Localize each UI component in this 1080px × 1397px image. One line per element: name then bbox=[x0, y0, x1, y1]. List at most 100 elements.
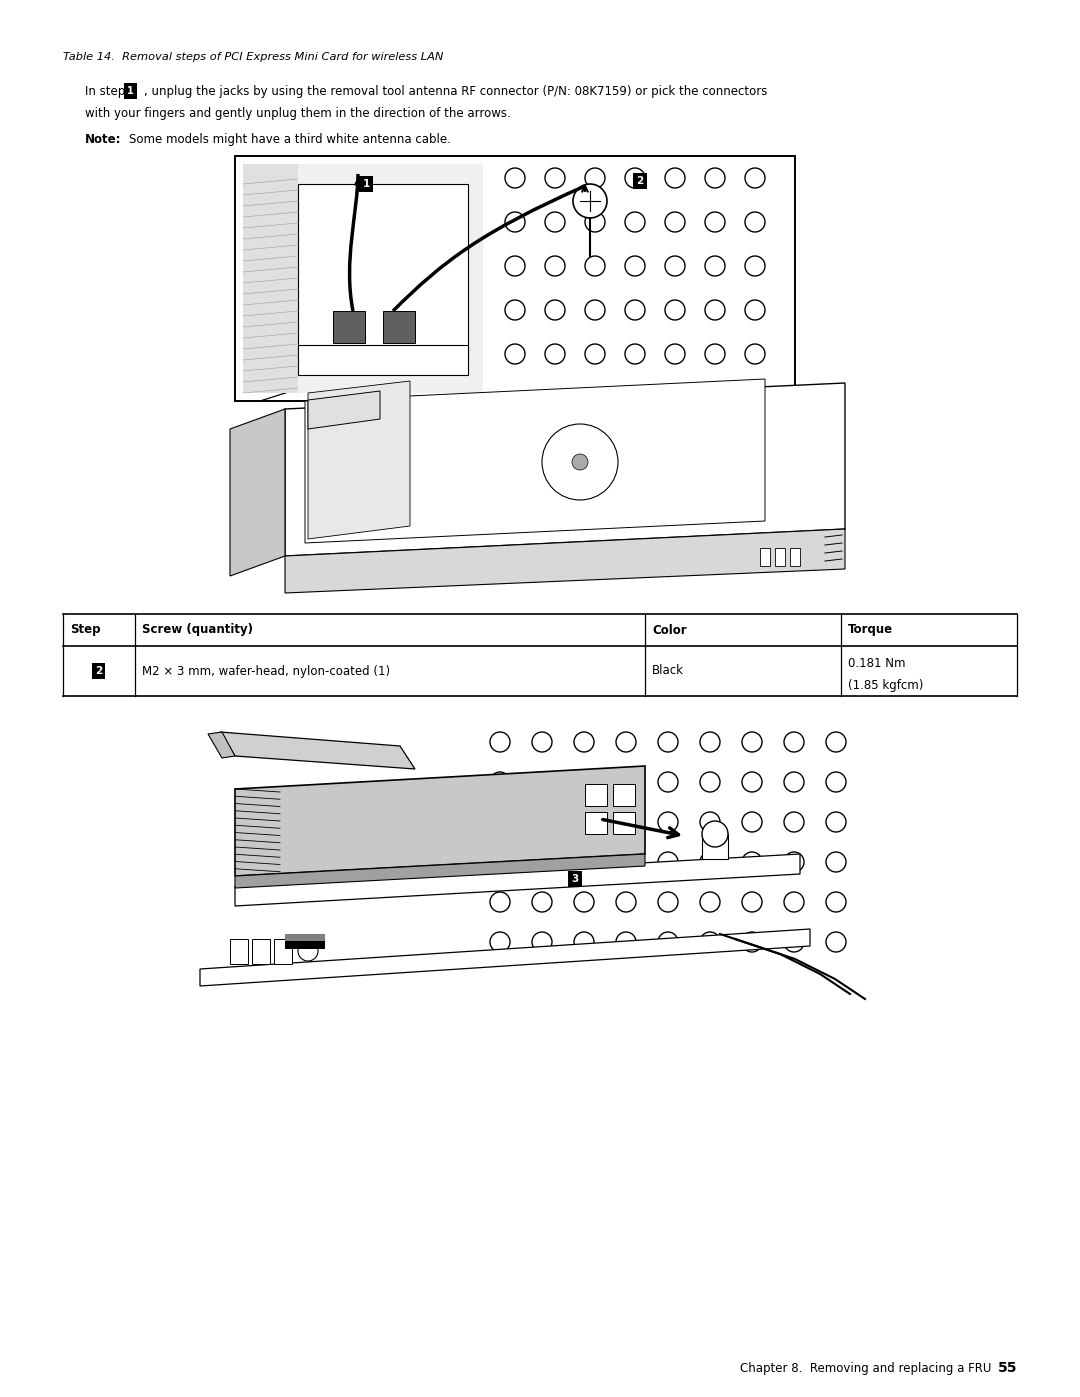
Circle shape bbox=[665, 168, 685, 189]
Polygon shape bbox=[220, 732, 415, 768]
FancyBboxPatch shape bbox=[235, 156, 795, 401]
Circle shape bbox=[742, 773, 762, 792]
Circle shape bbox=[826, 932, 846, 951]
Circle shape bbox=[616, 732, 636, 752]
Polygon shape bbox=[235, 854, 645, 888]
Text: M2 × 3 mm, wafer-head, nylon-coated (1): M2 × 3 mm, wafer-head, nylon-coated (1) bbox=[141, 665, 390, 678]
Circle shape bbox=[742, 932, 762, 951]
Bar bbox=[274, 939, 292, 964]
Circle shape bbox=[745, 212, 765, 232]
Circle shape bbox=[705, 256, 725, 277]
Circle shape bbox=[700, 773, 720, 792]
Circle shape bbox=[700, 932, 720, 951]
Circle shape bbox=[545, 212, 565, 232]
Polygon shape bbox=[308, 381, 410, 539]
Circle shape bbox=[658, 732, 678, 752]
Text: 55: 55 bbox=[998, 1361, 1017, 1375]
Circle shape bbox=[625, 300, 645, 320]
Text: 0.181 Nm: 0.181 Nm bbox=[848, 657, 905, 671]
Circle shape bbox=[784, 773, 804, 792]
Circle shape bbox=[826, 732, 846, 752]
Circle shape bbox=[658, 812, 678, 833]
Circle shape bbox=[490, 852, 510, 872]
Text: Black: Black bbox=[652, 665, 684, 678]
Circle shape bbox=[490, 773, 510, 792]
Text: Color: Color bbox=[652, 623, 687, 637]
Circle shape bbox=[545, 344, 565, 365]
Polygon shape bbox=[702, 834, 728, 859]
Circle shape bbox=[745, 344, 765, 365]
Circle shape bbox=[585, 256, 605, 277]
Circle shape bbox=[700, 893, 720, 912]
Text: 1: 1 bbox=[363, 179, 369, 189]
Text: with your fingers and gently unplug them in the direction of the arrows.: with your fingers and gently unplug them… bbox=[85, 106, 511, 120]
Bar bbox=[243, 163, 483, 393]
Bar bbox=[243, 163, 298, 393]
Circle shape bbox=[573, 893, 594, 912]
Bar bbox=[585, 784, 607, 806]
Text: , unplug the jacks by using the removal tool antenna RF connector (P/N: 08K7159): , unplug the jacks by using the removal … bbox=[144, 85, 768, 98]
Text: Torque: Torque bbox=[848, 623, 893, 637]
Polygon shape bbox=[305, 379, 765, 543]
Bar bbox=[285, 935, 325, 942]
Circle shape bbox=[658, 893, 678, 912]
Bar bbox=[252, 939, 270, 964]
Circle shape bbox=[572, 454, 588, 469]
Circle shape bbox=[532, 773, 552, 792]
Circle shape bbox=[298, 942, 318, 961]
Circle shape bbox=[665, 212, 685, 232]
Circle shape bbox=[616, 812, 636, 833]
Circle shape bbox=[573, 932, 594, 951]
Circle shape bbox=[490, 932, 510, 951]
Circle shape bbox=[742, 812, 762, 833]
Circle shape bbox=[585, 168, 605, 189]
Text: Chapter 8.  Removing and replacing a FRU: Chapter 8. Removing and replacing a FRU bbox=[740, 1362, 991, 1375]
Polygon shape bbox=[200, 929, 810, 986]
Circle shape bbox=[658, 932, 678, 951]
Circle shape bbox=[490, 732, 510, 752]
Text: 3: 3 bbox=[571, 875, 579, 884]
Circle shape bbox=[826, 773, 846, 792]
Circle shape bbox=[545, 168, 565, 189]
Circle shape bbox=[742, 852, 762, 872]
Bar bbox=[298, 184, 468, 358]
Circle shape bbox=[532, 932, 552, 951]
Circle shape bbox=[826, 812, 846, 833]
Text: Some models might have a third white antenna cable.: Some models might have a third white ant… bbox=[129, 133, 450, 147]
Circle shape bbox=[700, 812, 720, 833]
Bar bbox=[760, 548, 770, 566]
Bar bbox=[298, 345, 468, 374]
Circle shape bbox=[745, 168, 765, 189]
Circle shape bbox=[490, 893, 510, 912]
Bar bbox=[613, 784, 635, 806]
Circle shape bbox=[745, 300, 765, 320]
Bar bbox=[585, 812, 607, 834]
Polygon shape bbox=[308, 391, 380, 429]
Circle shape bbox=[705, 212, 725, 232]
Polygon shape bbox=[235, 854, 800, 907]
Text: 2: 2 bbox=[636, 176, 644, 186]
Circle shape bbox=[616, 773, 636, 792]
Circle shape bbox=[573, 852, 594, 872]
Polygon shape bbox=[235, 766, 645, 876]
Circle shape bbox=[490, 812, 510, 833]
Circle shape bbox=[745, 256, 765, 277]
Text: (1.85 kgfcm): (1.85 kgfcm) bbox=[848, 679, 923, 692]
Circle shape bbox=[573, 812, 594, 833]
Circle shape bbox=[532, 732, 552, 752]
Circle shape bbox=[585, 212, 605, 232]
Polygon shape bbox=[230, 409, 285, 576]
Circle shape bbox=[784, 812, 804, 833]
Circle shape bbox=[784, 893, 804, 912]
Text: Note:: Note: bbox=[85, 133, 121, 147]
Circle shape bbox=[616, 893, 636, 912]
Circle shape bbox=[505, 256, 525, 277]
Bar bbox=[789, 548, 800, 566]
Text: Table 14.  Removal steps of PCI Express Mini Card for wireless LAN: Table 14. Removal steps of PCI Express M… bbox=[63, 52, 444, 61]
Circle shape bbox=[705, 300, 725, 320]
Circle shape bbox=[784, 732, 804, 752]
Bar bbox=[613, 812, 635, 834]
Circle shape bbox=[545, 300, 565, 320]
Circle shape bbox=[700, 852, 720, 872]
Circle shape bbox=[585, 344, 605, 365]
